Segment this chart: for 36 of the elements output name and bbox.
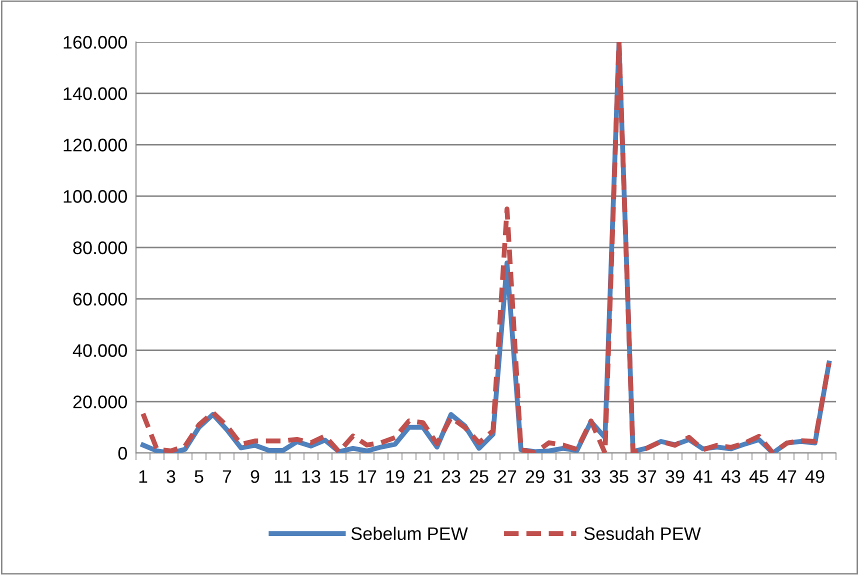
legend-label: Sebelum PEW xyxy=(351,526,468,540)
y-tick-label: 0 xyxy=(118,446,127,460)
x-tick-label: 5 xyxy=(194,470,204,483)
x-tick-label: 31 xyxy=(554,470,572,483)
x-tick-label: 17 xyxy=(358,470,376,483)
x-tick-label: 19 xyxy=(386,470,404,483)
x-tick-label: 35 xyxy=(610,470,628,483)
x-tick-label: 45 xyxy=(749,470,768,483)
y-tick-label: 140.000 xyxy=(64,87,127,100)
x-tick-label: 47 xyxy=(777,470,796,483)
y-tick-label: 40.000 xyxy=(72,344,127,357)
x-tick-label: 29 xyxy=(526,470,544,483)
x-tick-label: 39 xyxy=(666,470,684,483)
x-tick-label: 49 xyxy=(805,470,824,483)
x-tick-label: 43 xyxy=(721,470,740,483)
y-tick-label: 80.000 xyxy=(73,241,127,254)
x-tick-label: 13 xyxy=(302,470,320,483)
legend-label: Sesudah PEW xyxy=(584,526,701,540)
x-tick-label: 25 xyxy=(470,470,488,483)
y-tick-label: 100.000 xyxy=(64,190,127,203)
y-tick-label: 160.000 xyxy=(64,36,127,49)
x-tick-label: 1 xyxy=(139,470,148,483)
y-tick-label: 20.000 xyxy=(73,396,127,408)
x-tick-label: 37 xyxy=(638,470,656,483)
x-tick-label: 9 xyxy=(250,470,260,483)
x-tick-label: 41 xyxy=(693,470,712,483)
x-tick-label: 23 xyxy=(442,470,460,483)
x-tick-label: 15 xyxy=(330,470,348,483)
x-tick-label: 33 xyxy=(582,470,600,483)
x-tick-label: 3 xyxy=(166,470,176,483)
y-tick-label: 60.000 xyxy=(73,292,127,306)
x-tick-label: 21 xyxy=(414,470,432,483)
x-tick-label: 27 xyxy=(498,470,516,483)
y-tick-label: 120.000 xyxy=(64,138,127,152)
x-tick-label: 11 xyxy=(275,470,292,483)
x-tick-label: 7 xyxy=(222,470,232,483)
